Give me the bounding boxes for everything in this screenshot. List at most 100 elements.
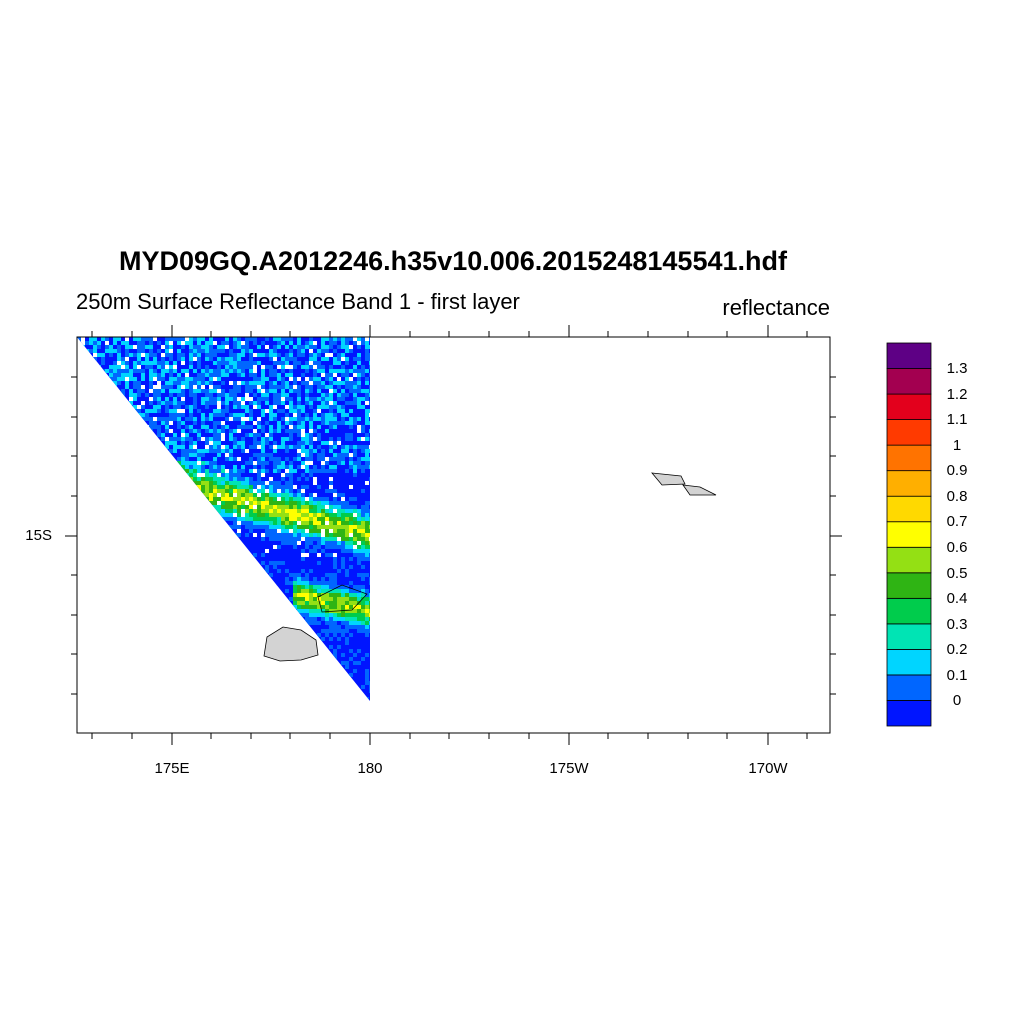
swath-cell [125, 629, 129, 633]
swath-cell [301, 433, 305, 437]
swath-cell [261, 353, 265, 357]
swath-cell [181, 441, 185, 445]
swath-cell [277, 393, 281, 397]
swath-cell [213, 361, 217, 365]
swath-cell [161, 469, 165, 473]
swath-cell [241, 373, 245, 377]
swath-cell [249, 529, 253, 533]
swath-cell [297, 693, 301, 697]
swath-cell [145, 497, 149, 501]
swath-cell [217, 541, 221, 545]
swath-cell [345, 505, 349, 509]
swath-cell [217, 661, 221, 665]
swath-cell [141, 405, 145, 409]
swath-cell [197, 453, 201, 457]
swath-cell [241, 349, 245, 353]
swath-cell [333, 389, 337, 393]
swath-cell [273, 565, 277, 569]
swath-cell [81, 341, 85, 345]
swath-cell [345, 661, 349, 665]
swath-cell [329, 449, 333, 453]
swath-cell [257, 397, 261, 401]
swath-cell [89, 461, 93, 465]
swath-cell [249, 409, 253, 413]
swath-cell [233, 357, 237, 361]
swath-cell [221, 637, 225, 641]
swath-cell [305, 393, 309, 397]
swath-cell [129, 673, 133, 677]
swath-cell [189, 613, 193, 617]
swath-cell [165, 597, 169, 601]
swath-cell [325, 533, 329, 537]
swath-cell [169, 477, 173, 481]
swath-cell [89, 377, 93, 381]
swath-cell [201, 385, 205, 389]
swath-cell [93, 345, 97, 349]
swath-cell [277, 489, 281, 493]
swath-cell [353, 397, 357, 401]
swath-cell [269, 517, 273, 521]
swath-cell [201, 577, 205, 581]
swath-cell [357, 461, 361, 465]
x-tick-label: 180 [357, 760, 383, 777]
swath-cell [221, 493, 225, 497]
swath-cell [265, 665, 269, 669]
swath-cell [361, 625, 365, 629]
swath-cell [305, 689, 309, 693]
swath-cell [325, 597, 329, 601]
swath-cell [301, 601, 305, 605]
swath-cell [241, 501, 245, 505]
swath-cell [241, 365, 245, 369]
swath-cell [201, 469, 205, 473]
swath-cell [321, 461, 325, 465]
swath-cell [341, 541, 345, 545]
swath-cell [333, 617, 337, 621]
swath-cell [129, 661, 133, 665]
swath-cell [141, 373, 145, 377]
swath-cell [173, 485, 177, 489]
swath-cell [117, 649, 121, 653]
swath-cell [369, 609, 370, 613]
swath-cell [129, 369, 133, 373]
swath-cell [285, 669, 289, 673]
swath-cell [77, 381, 81, 385]
swath-cell [365, 465, 369, 469]
swath-cell [117, 453, 121, 457]
swath-cell [105, 637, 109, 641]
swath-cell [329, 469, 333, 473]
swath-cell [321, 537, 325, 541]
swath-cell [217, 561, 221, 565]
swath-cell [321, 381, 325, 385]
swath-cell [249, 605, 253, 609]
swath-cell [97, 457, 101, 461]
swath-cell [141, 433, 145, 437]
swath-cell [77, 401, 81, 405]
swath-cell [365, 529, 369, 533]
swath-cell [333, 653, 337, 657]
swath-cell [145, 437, 149, 441]
swath-cell [257, 613, 261, 617]
swath-cell [121, 469, 125, 473]
swath-cell [353, 337, 357, 341]
swath-cell [217, 605, 221, 609]
swath-cell [237, 345, 241, 349]
swath-cell [253, 597, 257, 601]
swath-cell [125, 413, 129, 417]
swath-cell [353, 613, 357, 617]
swath-cell [301, 453, 305, 457]
swath-cell [269, 477, 273, 481]
swath-cell [269, 573, 273, 577]
swath-cell [237, 509, 241, 513]
swath-cell [357, 405, 361, 409]
swath-cell [337, 533, 341, 537]
swath-cell [337, 453, 341, 457]
swath-cell [249, 661, 253, 665]
swath-cell [129, 421, 133, 425]
swath-cell [81, 649, 85, 653]
swath-cell [321, 585, 325, 589]
swath-cell [201, 473, 205, 477]
swath-cell [117, 429, 121, 433]
swath-cell [125, 337, 129, 341]
swath-cell [77, 653, 81, 657]
swath-cell [309, 509, 313, 513]
